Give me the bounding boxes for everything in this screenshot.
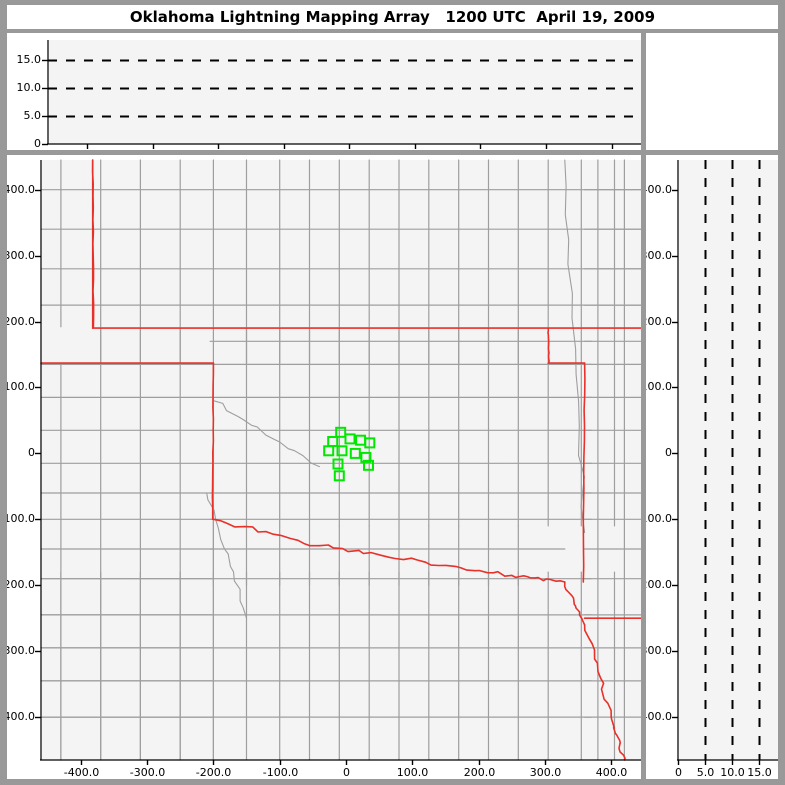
lma-station-markers-layer[interactable] [323,426,376,482]
top-panel-ticks [42,59,614,149]
right-panel-ticks [672,189,761,765]
right-panel-x-tick: 0 [675,766,682,779]
map-ticks [35,189,613,765]
right-panel-x-tick: 15.0 [747,766,772,779]
top-panel-y-tick: 10.0 [16,80,42,94]
map-x-tick: 100.0 [396,766,429,779]
county-boundaries-layer [40,159,641,761]
map-x-tick: 300.0 [529,766,562,779]
map-y-tick: -100.0 [7,511,35,525]
right-panel-y-tick: 400.0 [646,182,672,196]
title-bar: Oklahoma Lightning Mapping Array 1200 UT… [7,5,778,29]
right-panel-y-tick: -400.0 [646,709,672,723]
map-x-tick: -100.0 [262,766,299,779]
map-y-tick: 200.0 [7,314,35,328]
altitude-vs-east-west-plot[interactable] [7,33,641,150]
map-y-tick: -300.0 [7,643,35,657]
map-x-tick: -200.0 [195,766,232,779]
map-x-tick: 400.0 [595,766,628,779]
lma-station-marker[interactable] [333,470,345,482]
map-y-tick: -200.0 [7,577,35,591]
lma-station-marker[interactable] [323,445,335,457]
right-panel-y-tick: -200.0 [646,577,672,591]
source-count-histogram-panel[interactable] [646,33,778,150]
map-x-tick: -300.0 [129,766,166,779]
plan-view-map-panel[interactable]: 400.0 300.0 200.0 100.0 0 -100.0 -200.0 -300.0 -… [7,155,641,779]
altitude-vs-east-west-panel[interactable]: 05.010.015.0 -400.0-300.0-200.0-100.0010… [7,33,641,150]
map-y-tick: 300.0 [7,248,35,262]
right-panel-x-tick: 10.0 [720,766,745,779]
top-panel-y-tick: 0 [34,136,41,150]
lma-station-marker[interactable] [363,459,374,471]
lma-station-marker[interactable] [364,437,376,449]
page-title: Oklahoma Lightning Mapping Array 1200 UT… [129,8,656,26]
lma-station-marker[interactable] [360,451,372,463]
right-panel-y-tick: 200.0 [646,314,672,328]
altitude-vs-north-south-panel[interactable]: 400.0 300.0 200.0 100.0 0 -100.0 -200.0 -300.0 -… [646,155,778,779]
map-y-tick: 100.0 [7,379,35,393]
map-x-tick: -400.0 [63,766,100,779]
plan-view-map[interactable] [7,155,641,779]
right-panel-x-tick: 5.0 [696,766,715,779]
map-y-tick: -400.0 [7,709,35,723]
map-y-tick: 0 [28,445,35,459]
altitude-vs-north-south-plot[interactable] [646,155,778,779]
top-panel-y-tick: 15.0 [16,52,42,66]
lma-station-marker[interactable] [332,458,344,470]
right-panel-y-tick: -300.0 [646,643,672,657]
lma-station-marker[interactable] [336,445,348,457]
state-boundaries-layer [40,159,641,761]
lma-station-marker[interactable] [349,447,361,459]
top-panel-y-tick: 5.0 [23,108,42,122]
right-panel-y-tick: 300.0 [646,248,672,262]
map-x-tick: 0 [343,766,350,779]
lma-station-marker[interactable] [344,433,356,445]
right-panel-y-tick: 100.0 [646,379,672,393]
map-y-tick: 400.0 [7,182,35,196]
lma-station-marker[interactable] [335,426,347,438]
right-panel-y-tick: -100.0 [646,511,672,525]
map-x-tick: 200.0 [463,766,496,779]
right-panel-y-tick: 0 [665,445,672,459]
top-panel-gridlines [48,59,641,118]
